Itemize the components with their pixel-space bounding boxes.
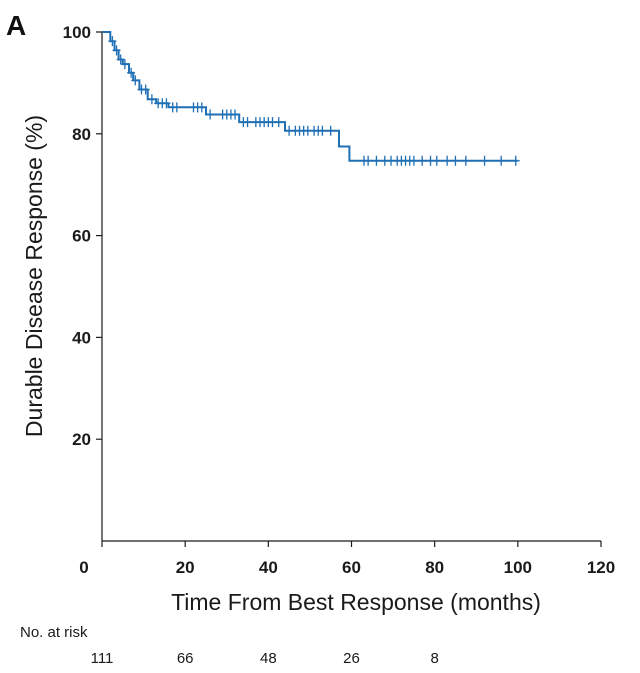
risk-count: 66 (177, 650, 194, 667)
censor-mark (231, 109, 240, 120)
x-tick-label: 100 (504, 558, 532, 577)
censor-mark (172, 102, 181, 113)
y-tick-label: 20 (72, 430, 91, 449)
x-tick-label: 120 (587, 558, 615, 577)
panel-label: A (6, 10, 26, 41)
x-axis-title: Time From Best Response (months) (171, 589, 541, 615)
censor-mark (120, 59, 129, 70)
censor-mark (497, 155, 506, 166)
censor-mark (141, 84, 150, 95)
censor-mark (131, 75, 140, 86)
censor-mark (274, 117, 283, 128)
risk-table-title: No. at risk (20, 624, 88, 641)
censor-mark (116, 54, 125, 65)
censor-mark (318, 125, 327, 136)
censor-mark (127, 67, 136, 78)
risk-count: 48 (260, 650, 277, 667)
y-tick-label: 40 (72, 328, 91, 347)
series-group (102, 31, 520, 166)
risk-count: 111 (91, 650, 114, 667)
censor-mark (162, 98, 171, 109)
censor-mark (461, 155, 470, 166)
x-tick-label: 0 (79, 558, 88, 577)
risk-values: 111 66 48 26 8 (91, 650, 439, 667)
y-axis-title: Durable Disease Response (%) (21, 115, 47, 437)
x-tick-label: 20 (176, 558, 195, 577)
x-tick-label: 60 (342, 558, 361, 577)
censor-mark (112, 45, 121, 56)
censor-mark (480, 155, 489, 166)
risk-count: 26 (343, 650, 360, 667)
risk-count: 8 (430, 650, 438, 667)
survival-curve-line (102, 31, 518, 162)
y-ticks: 20 40 60 80 100 (63, 23, 102, 449)
x-tick-label: 40 (259, 558, 278, 577)
censor-mark (418, 155, 427, 166)
censor-mark (432, 155, 441, 166)
censor-mark (443, 155, 452, 166)
censor-mark (206, 109, 215, 120)
censor-mark (243, 117, 252, 128)
censor-mark (511, 155, 520, 166)
censor-mark (326, 125, 335, 136)
censor-mark (372, 155, 381, 166)
censor-mark (197, 102, 206, 113)
x-tick-label: 80 (425, 558, 444, 577)
x-ticks: 0 20 40 60 80 100 120 (79, 541, 615, 577)
y-tick-label: 80 (72, 125, 91, 144)
censor-mark (147, 94, 156, 105)
censor-mark (108, 36, 117, 47)
y-tick-label: 100 (63, 23, 91, 42)
censor-mark (409, 155, 418, 166)
censor-mark (364, 155, 373, 166)
y-tick-label: 60 (72, 227, 91, 246)
censor-mark (451, 155, 460, 166)
